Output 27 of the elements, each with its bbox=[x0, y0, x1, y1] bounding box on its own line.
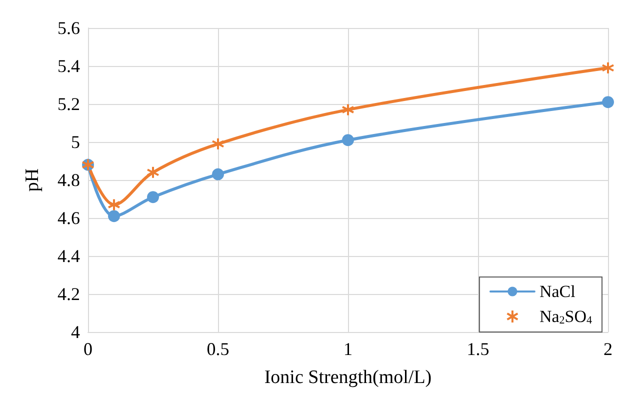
x-tick-label: 1.5 bbox=[466, 339, 490, 359]
x-axis-title: Ionic Strength(mol/L) bbox=[264, 367, 432, 388]
legend-label: NaCl bbox=[539, 282, 576, 301]
x-tick-label: 2 bbox=[604, 339, 612, 359]
y-tick-label: 4.4 bbox=[58, 246, 80, 266]
point bbox=[108, 210, 120, 222]
y-tick-label: 5.2 bbox=[58, 94, 80, 114]
point bbox=[108, 198, 120, 212]
point bbox=[602, 96, 614, 108]
point bbox=[602, 61, 614, 74]
y-tick-label: 4 bbox=[71, 322, 80, 342]
y-tick-label: 4.8 bbox=[58, 170, 80, 190]
y-tick-label: 5.6 bbox=[58, 18, 80, 38]
x-tick-label: 1 bbox=[344, 339, 352, 359]
x-tick-label: 0 bbox=[84, 339, 92, 359]
y-tick-label: 5.4 bbox=[58, 56, 80, 76]
y-tick-label: 5 bbox=[71, 132, 80, 152]
point bbox=[212, 168, 224, 180]
x-tick-label: 0.5 bbox=[206, 339, 230, 359]
point bbox=[342, 103, 354, 116]
y-tick-label: 4.2 bbox=[58, 284, 80, 304]
point bbox=[342, 134, 354, 146]
y-axis-title: pH bbox=[22, 168, 43, 192]
y-tick-label: 4.6 bbox=[58, 208, 80, 228]
point bbox=[146, 166, 160, 179]
point bbox=[212, 137, 224, 150]
point bbox=[147, 191, 159, 204]
